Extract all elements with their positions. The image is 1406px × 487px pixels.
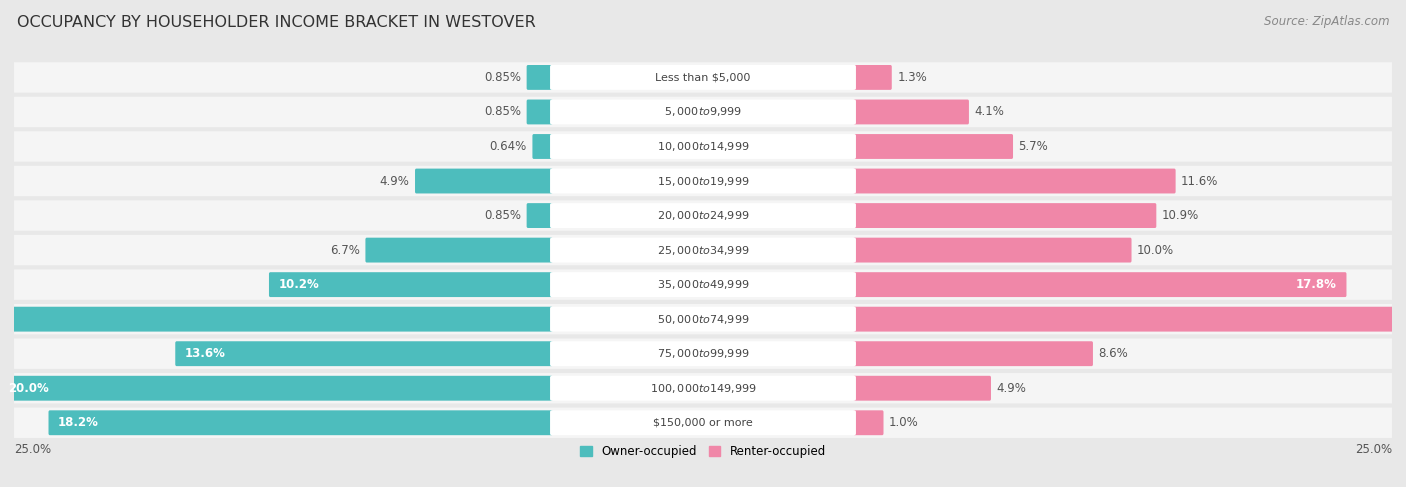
FancyBboxPatch shape xyxy=(14,200,1392,231)
Text: $15,000 to $19,999: $15,000 to $19,999 xyxy=(657,174,749,187)
Text: 1.0%: 1.0% xyxy=(889,416,918,429)
FancyBboxPatch shape xyxy=(14,408,1392,438)
Text: 13.6%: 13.6% xyxy=(186,347,226,360)
FancyBboxPatch shape xyxy=(550,341,856,366)
FancyBboxPatch shape xyxy=(14,304,1392,335)
Text: 0.85%: 0.85% xyxy=(484,209,522,222)
Text: 17.8%: 17.8% xyxy=(1296,278,1337,291)
FancyBboxPatch shape xyxy=(550,376,856,401)
Text: $10,000 to $14,999: $10,000 to $14,999 xyxy=(657,140,749,153)
Text: 20.0%: 20.0% xyxy=(8,382,49,395)
FancyBboxPatch shape xyxy=(533,134,553,159)
FancyBboxPatch shape xyxy=(14,235,1392,265)
FancyBboxPatch shape xyxy=(14,62,1392,93)
Text: 10.0%: 10.0% xyxy=(1137,244,1174,257)
Text: OCCUPANCY BY HOUSEHOLDER INCOME BRACKET IN WESTOVER: OCCUPANCY BY HOUSEHOLDER INCOME BRACKET … xyxy=(17,15,536,30)
FancyBboxPatch shape xyxy=(14,269,1392,300)
FancyBboxPatch shape xyxy=(0,307,553,332)
FancyBboxPatch shape xyxy=(853,411,883,435)
FancyBboxPatch shape xyxy=(853,238,1132,262)
FancyBboxPatch shape xyxy=(550,65,856,90)
Text: 11.6%: 11.6% xyxy=(1181,174,1219,187)
Text: 0.85%: 0.85% xyxy=(484,71,522,84)
Text: 4.9%: 4.9% xyxy=(997,382,1026,395)
FancyBboxPatch shape xyxy=(48,411,553,435)
Text: $150,000 or more: $150,000 or more xyxy=(654,418,752,428)
Text: $100,000 to $149,999: $100,000 to $149,999 xyxy=(650,382,756,395)
Legend: Owner-occupied, Renter-occupied: Owner-occupied, Renter-occupied xyxy=(575,440,831,463)
Text: $35,000 to $49,999: $35,000 to $49,999 xyxy=(657,278,749,291)
Text: $50,000 to $74,999: $50,000 to $74,999 xyxy=(657,313,749,326)
FancyBboxPatch shape xyxy=(853,307,1406,332)
FancyBboxPatch shape xyxy=(176,341,553,366)
FancyBboxPatch shape xyxy=(853,376,991,401)
Text: 4.9%: 4.9% xyxy=(380,174,409,187)
FancyBboxPatch shape xyxy=(853,169,1175,193)
Text: 10.9%: 10.9% xyxy=(1161,209,1199,222)
FancyBboxPatch shape xyxy=(269,272,553,297)
Text: 0.85%: 0.85% xyxy=(484,106,522,118)
Text: 4.1%: 4.1% xyxy=(974,106,1004,118)
Text: $25,000 to $34,999: $25,000 to $34,999 xyxy=(657,244,749,257)
Text: 0.64%: 0.64% xyxy=(489,140,527,153)
Text: 5.7%: 5.7% xyxy=(1018,140,1049,153)
Text: $75,000 to $99,999: $75,000 to $99,999 xyxy=(657,347,749,360)
FancyBboxPatch shape xyxy=(415,169,553,193)
FancyBboxPatch shape xyxy=(527,99,553,124)
FancyBboxPatch shape xyxy=(853,341,1092,366)
FancyBboxPatch shape xyxy=(0,376,553,401)
FancyBboxPatch shape xyxy=(14,131,1392,162)
Text: 25.0%: 25.0% xyxy=(1355,444,1392,456)
FancyBboxPatch shape xyxy=(853,65,891,90)
FancyBboxPatch shape xyxy=(853,272,1347,297)
Text: 10.2%: 10.2% xyxy=(278,278,319,291)
FancyBboxPatch shape xyxy=(853,134,1012,159)
Text: 8.6%: 8.6% xyxy=(1098,347,1128,360)
FancyBboxPatch shape xyxy=(527,203,553,228)
FancyBboxPatch shape xyxy=(14,97,1392,127)
Text: 1.3%: 1.3% xyxy=(897,71,927,84)
FancyBboxPatch shape xyxy=(550,307,856,332)
FancyBboxPatch shape xyxy=(550,169,856,193)
FancyBboxPatch shape xyxy=(550,203,856,228)
FancyBboxPatch shape xyxy=(550,99,856,124)
Text: 6.7%: 6.7% xyxy=(330,244,360,257)
Text: 25.0%: 25.0% xyxy=(14,444,51,456)
FancyBboxPatch shape xyxy=(550,411,856,435)
Text: 18.2%: 18.2% xyxy=(58,416,98,429)
FancyBboxPatch shape xyxy=(14,373,1392,403)
Text: $20,000 to $24,999: $20,000 to $24,999 xyxy=(657,209,749,222)
FancyBboxPatch shape xyxy=(14,338,1392,369)
FancyBboxPatch shape xyxy=(853,203,1156,228)
FancyBboxPatch shape xyxy=(550,238,856,262)
FancyBboxPatch shape xyxy=(527,65,553,90)
FancyBboxPatch shape xyxy=(14,166,1392,196)
Text: $5,000 to $9,999: $5,000 to $9,999 xyxy=(664,106,742,118)
FancyBboxPatch shape xyxy=(550,134,856,159)
Text: Source: ZipAtlas.com: Source: ZipAtlas.com xyxy=(1264,15,1389,28)
FancyBboxPatch shape xyxy=(366,238,553,262)
FancyBboxPatch shape xyxy=(550,272,856,297)
FancyBboxPatch shape xyxy=(853,99,969,124)
Text: Less than $5,000: Less than $5,000 xyxy=(655,73,751,82)
